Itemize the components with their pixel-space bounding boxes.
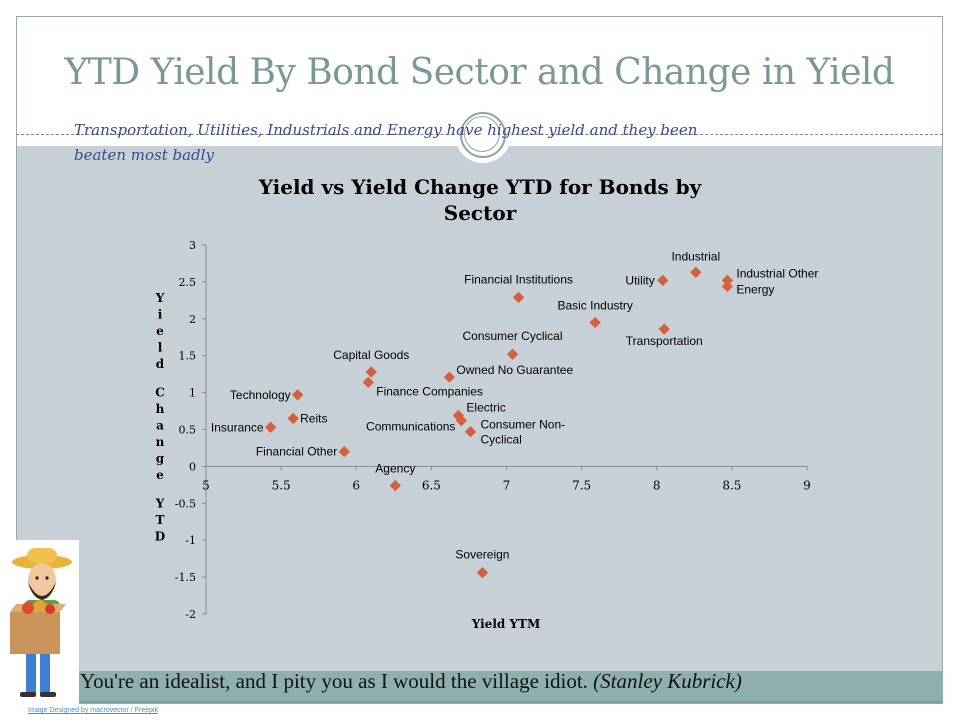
y-axis-label-char: a xyxy=(156,419,164,433)
y-axis-label-char: n xyxy=(156,435,165,449)
data-label: Financial Other xyxy=(256,445,337,459)
data-label: Consumer Non- xyxy=(480,418,565,432)
data-label: Energy xyxy=(736,282,774,296)
data-point xyxy=(362,376,374,388)
y-axis-label-char: g xyxy=(156,452,165,466)
data-label: Finance Companies xyxy=(376,384,483,398)
chart-title-line2: Sector xyxy=(444,201,517,225)
y-tick-label: -1 xyxy=(185,534,196,547)
x-tick-label: 6.5 xyxy=(422,478,441,492)
data-label: Agency xyxy=(375,462,415,476)
data-label: Technology xyxy=(230,388,291,402)
image-credit-link[interactable]: Image Designed by macrovector / Freepik xyxy=(28,707,158,714)
slide-subtitle: Transportation, Utilities, Industrials a… xyxy=(74,121,698,164)
x-axis-label: Yield YTM xyxy=(471,617,540,631)
data-point xyxy=(338,445,350,458)
data-point xyxy=(455,414,468,427)
circle-ornament-icon xyxy=(455,107,511,163)
data-point xyxy=(389,479,401,492)
x-tick-label: 9 xyxy=(803,478,811,492)
y-axis-label-char: C xyxy=(155,386,165,400)
y-axis-label-char: Y xyxy=(155,497,165,511)
y-axis-label-char: D xyxy=(155,530,165,544)
data-point xyxy=(721,274,734,287)
y-tick-label: 3 xyxy=(189,239,196,252)
data-point xyxy=(264,421,277,433)
data-point xyxy=(690,266,702,278)
y-tick-label: -0.5 xyxy=(175,497,196,510)
y-axis-label-char: T xyxy=(156,513,165,527)
y-tick-label: 1 xyxy=(189,387,196,400)
data-point xyxy=(506,348,519,360)
data-label: Communications xyxy=(366,420,455,434)
data-point xyxy=(658,323,670,335)
data-label: Sovereign xyxy=(455,548,509,562)
data-label: Reits xyxy=(300,411,327,425)
quote: You're an idealist, and I pity you as I … xyxy=(80,669,742,694)
data-label: Capital Goods xyxy=(333,348,409,362)
y-tick-label: 2 xyxy=(189,313,196,326)
x-tick-label: 6 xyxy=(352,478,360,492)
y-tick-label: -1.5 xyxy=(175,571,196,584)
y-tick-label: 0.5 xyxy=(179,424,197,437)
x-tick-label: 7.5 xyxy=(572,478,591,492)
x-tick-label: 8.5 xyxy=(722,478,741,492)
data-label: Insurance xyxy=(211,420,264,434)
data-label: Basic Industry xyxy=(557,298,632,312)
y-axis-label-char: h xyxy=(156,402,165,416)
data-label: Electric xyxy=(466,400,505,414)
x-tick-label: 7 xyxy=(503,478,511,492)
y-tick-label: 0 xyxy=(189,460,196,473)
quote-author: (Stanley Kubrick) xyxy=(593,669,742,693)
data-point xyxy=(365,366,377,378)
content-band xyxy=(17,146,942,671)
y-axis-label-char: i xyxy=(158,308,163,322)
data-label: Utility xyxy=(625,273,654,287)
slide-frame xyxy=(16,16,943,704)
data-label: Owned No Guarantee xyxy=(456,363,573,377)
y-tick-label: 2.5 xyxy=(179,276,197,289)
data-point xyxy=(589,316,601,329)
data-point xyxy=(464,426,477,438)
quote-text: You're an idealist, and I pity you as I … xyxy=(80,669,588,693)
x-tick-label: 5.5 xyxy=(272,478,291,492)
y-axis-label-char: d xyxy=(156,357,165,371)
farmer-illustration xyxy=(0,540,79,705)
data-label: Transportation xyxy=(626,334,703,348)
chart-title-line1: Yield vs Yield Change YTD for Bonds by xyxy=(258,175,703,199)
data-label: Industrial xyxy=(671,249,720,263)
x-tick-label: 8 xyxy=(653,478,661,492)
data-point xyxy=(657,274,669,287)
y-tick-label: 1.5 xyxy=(179,350,197,363)
data-point xyxy=(443,371,456,383)
y-tick-label: -2 xyxy=(185,608,196,621)
y-axis-label-char: l xyxy=(158,341,163,355)
x-tick-label: 5 xyxy=(202,478,210,492)
slide-title: YTD Yield By Bond Sector and Change in Y… xyxy=(64,52,895,93)
y-axis-label-char: Y xyxy=(155,291,165,305)
y-axis-label-char: e xyxy=(156,468,164,482)
data-label: Cyclical xyxy=(480,433,521,447)
data-label: Industrial Other xyxy=(736,266,818,280)
y-axis-label-char: e xyxy=(156,324,164,338)
data-point xyxy=(512,291,525,304)
data-label: Consumer Cyclical xyxy=(462,329,562,343)
data-point xyxy=(721,280,734,292)
quote-bar xyxy=(79,671,943,703)
data-point xyxy=(291,389,304,401)
data-point xyxy=(287,412,299,425)
data-point xyxy=(476,567,489,579)
data-label: Financial Institutions xyxy=(464,272,573,286)
